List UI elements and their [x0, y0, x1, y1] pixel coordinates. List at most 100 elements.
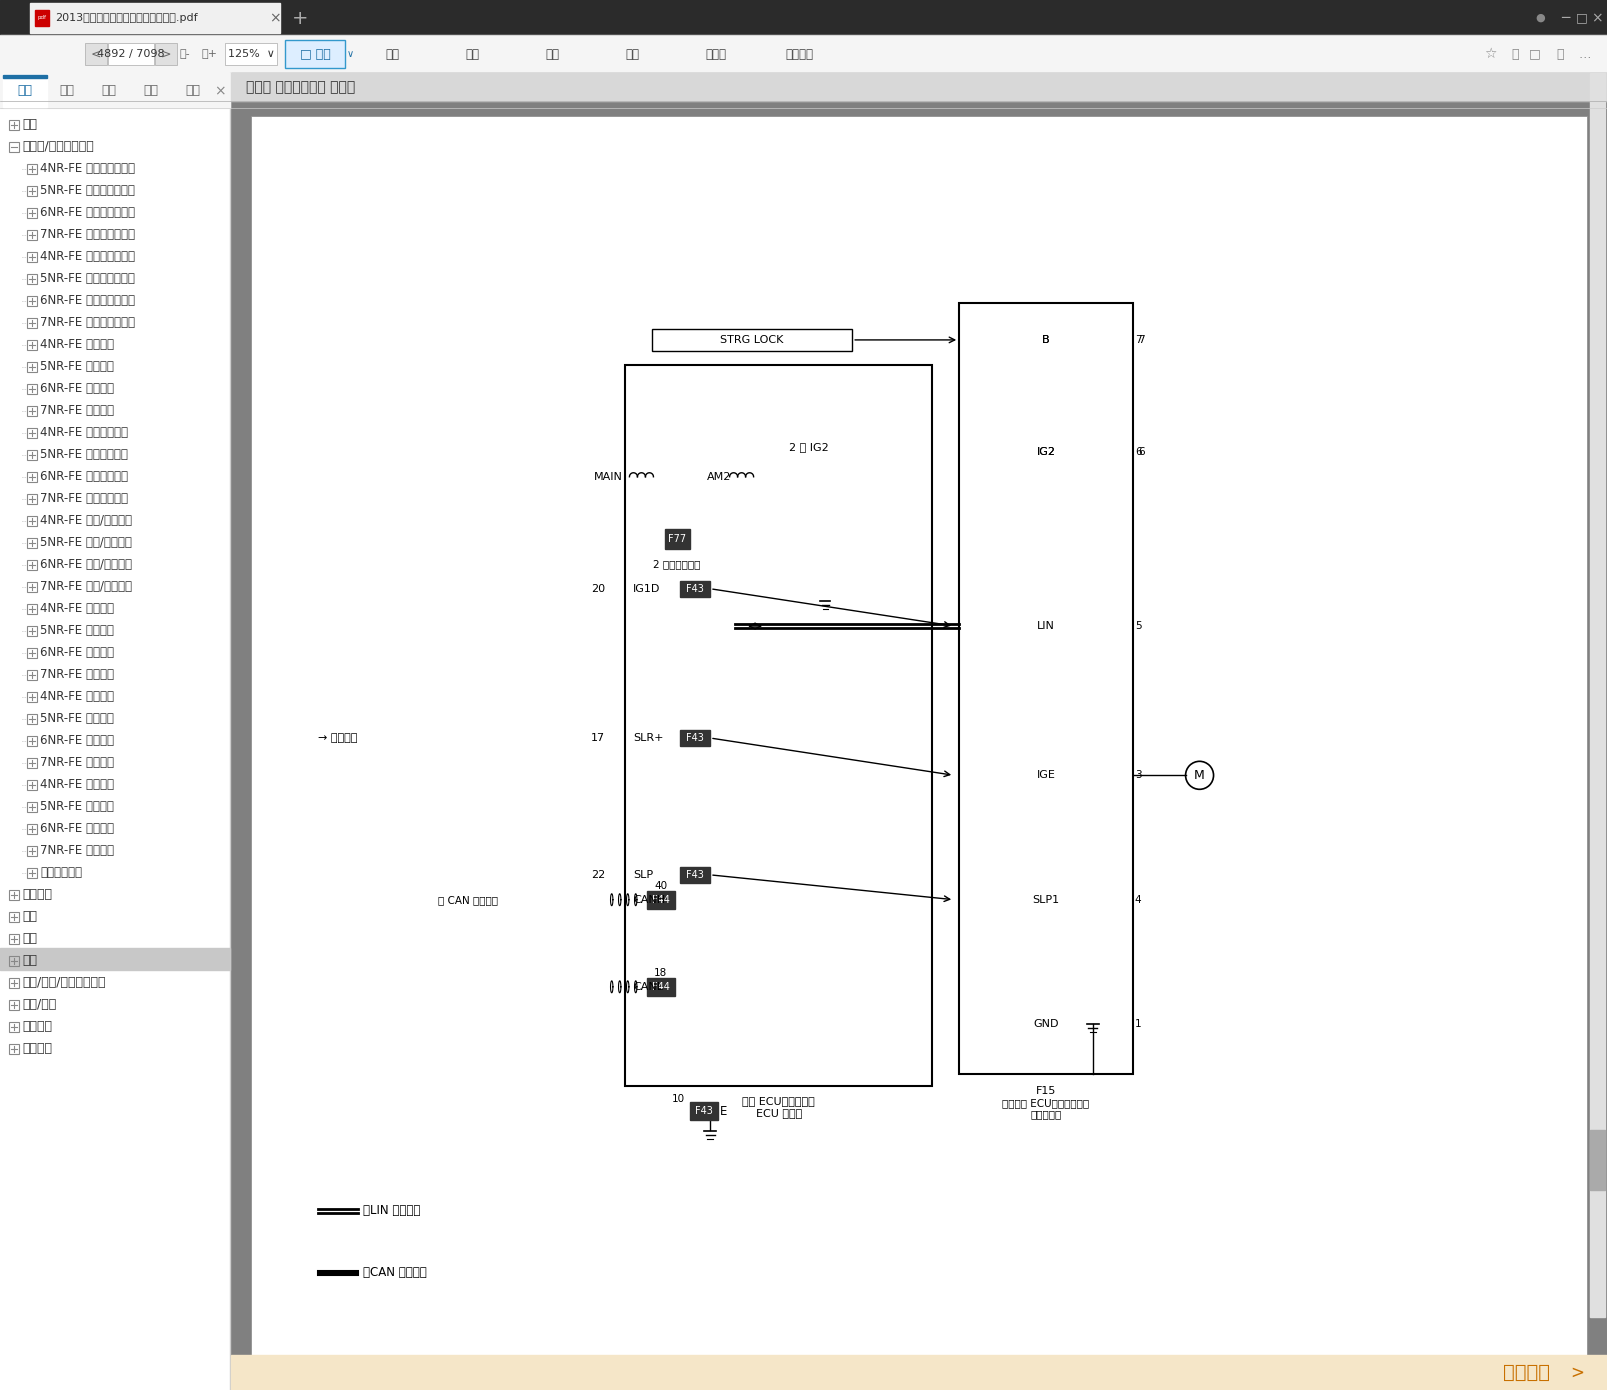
Bar	[27, 473, 37, 482]
Bar	[27, 229, 37, 240]
Bar	[27, 824, 37, 834]
Bar	[0, 74, 230, 108]
Text: GND: GND	[1033, 1019, 1059, 1029]
Text: 18: 18	[654, 967, 667, 977]
Text: F43: F43	[686, 870, 704, 880]
Text: 4NR-FE 冷却系统: 4NR-FE 冷却系统	[40, 602, 114, 616]
Text: 4NR-FE 燃油系统: 4NR-FE 燃油系统	[40, 339, 114, 352]
Text: ×: ×	[1591, 11, 1602, 25]
Text: ×: ×	[214, 83, 227, 99]
Text: IGE: IGE	[1037, 770, 1056, 780]
Text: >: >	[1570, 1364, 1585, 1382]
Bar	[10, 142, 19, 152]
Bar	[1589, 74, 1605, 1316]
Text: M: M	[1194, 769, 1205, 781]
Text: 6NR-FE 起动系统: 6NR-FE 起动系统	[40, 823, 114, 835]
Text: 悬架: 悬架	[22, 910, 37, 923]
Bar	[231, 1355, 1607, 1390]
Bar	[27, 318, 37, 328]
Text: □: □	[1530, 47, 1541, 61]
Bar	[691, 1102, 718, 1120]
Text: 6NR-FE 发动机控制系统: 6NR-FE 发动机控制系统	[40, 207, 135, 220]
Text: □: □	[1576, 11, 1588, 25]
Bar	[27, 164, 37, 174]
Text: 4NR-FE 润滑系统: 4NR-FE 润滑系统	[40, 691, 114, 703]
Text: 电源/网络: 电源/网络	[22, 998, 56, 1012]
Text: F43: F43	[686, 584, 704, 594]
Bar	[35, 10, 48, 26]
Text: SLP: SLP	[633, 870, 652, 880]
Text: ●: ●	[1535, 13, 1544, 24]
Text: F77: F77	[669, 534, 686, 543]
Text: 批注设置: 批注设置	[784, 47, 813, 61]
Bar	[27, 186, 37, 196]
Text: 预览: 预览	[59, 85, 74, 97]
Bar	[154, 43, 177, 65]
Text: 转向柱 转向锁止系统 系统图: 转向柱 转向锁止系统 系统图	[246, 81, 355, 95]
Text: 车辆外饰: 车辆外饰	[22, 1042, 51, 1055]
Text: 6NR-FE 冷却系统: 6NR-FE 冷却系统	[40, 646, 114, 659]
Bar	[27, 780, 37, 790]
Text: 7: 7	[1135, 335, 1141, 345]
Bar	[680, 730, 710, 746]
Text: 7NR-FE 润滑系统: 7NR-FE 润滑系统	[40, 756, 114, 770]
Bar	[10, 1044, 19, 1054]
Text: ─: ─	[1560, 11, 1568, 25]
Text: 目录: 目录	[18, 85, 32, 97]
Text: <: <	[90, 47, 101, 61]
Text: IG1D: IG1D	[633, 584, 660, 594]
Text: □ 目录: □ 目录	[299, 47, 331, 61]
Text: F43: F43	[686, 733, 704, 744]
Text: 🔍-: 🔍-	[180, 49, 190, 58]
Text: 6NR-FE 燃油系统: 6NR-FE 燃油系统	[40, 382, 114, 396]
Bar	[85, 43, 108, 65]
Bar	[27, 560, 37, 570]
Text: 2 号点火继电器: 2 号点火继电器	[654, 559, 701, 569]
Text: 6: 6	[1135, 446, 1141, 457]
Bar	[27, 450, 37, 460]
Text: ∨: ∨	[347, 49, 354, 58]
Text: 5NR-FE 发动机控制系统: 5NR-FE 发动机控制系统	[40, 185, 135, 197]
Text: 5NR-FE 起动系统: 5NR-FE 起动系统	[40, 801, 114, 813]
Text: 6NR-FE 排放控制系统: 6NR-FE 排放控制系统	[40, 470, 129, 484]
Text: 5NR-FE 冷却系统: 5NR-FE 冷却系统	[40, 624, 114, 638]
Bar	[10, 912, 19, 922]
Text: CANH: CANH	[633, 895, 665, 905]
Text: F43: F43	[696, 1106, 714, 1116]
Bar	[10, 120, 19, 131]
Bar	[27, 735, 37, 746]
Text: IG2: IG2	[1037, 446, 1056, 457]
Text: 发动机/混合动力系统: 发动机/混合动力系统	[22, 140, 93, 153]
Text: 转向: 转向	[22, 955, 37, 967]
Text: 6NR-FE 润滑系统: 6NR-FE 润滑系统	[40, 734, 114, 748]
Text: 书签: 书签	[101, 85, 116, 97]
Text: 7NR-FE 排放控制系统: 7NR-FE 排放控制系统	[40, 492, 129, 506]
Bar	[231, 74, 1607, 1390]
Bar	[27, 296, 37, 306]
Bar	[27, 758, 37, 769]
Bar	[27, 692, 37, 702]
Text: 认证 ECU（智能钥匙
ECU 总成）: 认证 ECU（智能钥匙 ECU 总成）	[742, 1097, 815, 1118]
Bar	[284, 40, 346, 68]
Bar	[0, 35, 1607, 74]
Text: 6: 6	[1138, 446, 1144, 457]
Text: 7NR-FE 发动机机械部分: 7NR-FE 发动机机械部分	[40, 317, 135, 329]
Text: 书签: 书签	[464, 47, 479, 61]
Text: ：LIN 通信线路: ：LIN 通信线路	[363, 1204, 419, 1218]
Text: 画笔: 画笔	[625, 47, 640, 61]
Bar	[959, 303, 1133, 1074]
Text: MAIN: MAIN	[595, 471, 624, 482]
Text: 7: 7	[1138, 335, 1144, 345]
Text: 20: 20	[591, 584, 606, 594]
Text: 音频/视频/车载通信系统: 音频/视频/车载通信系统	[22, 977, 106, 990]
Bar	[0, 948, 230, 970]
Text: ×: ×	[270, 11, 281, 25]
Bar	[27, 626, 37, 637]
Bar	[3, 74, 47, 107]
Text: +: +	[292, 8, 309, 28]
Text: SLP1: SLP1	[1032, 895, 1059, 905]
Bar	[27, 208, 37, 218]
Text: 5NR-FE 燃油系统: 5NR-FE 燃油系统	[40, 360, 114, 374]
Text: 2013年丰田威驰雅力士致炫维修手册.pdf: 2013年丰田威驰雅力士致炫维修手册.pdf	[55, 13, 198, 24]
Bar	[27, 274, 37, 284]
